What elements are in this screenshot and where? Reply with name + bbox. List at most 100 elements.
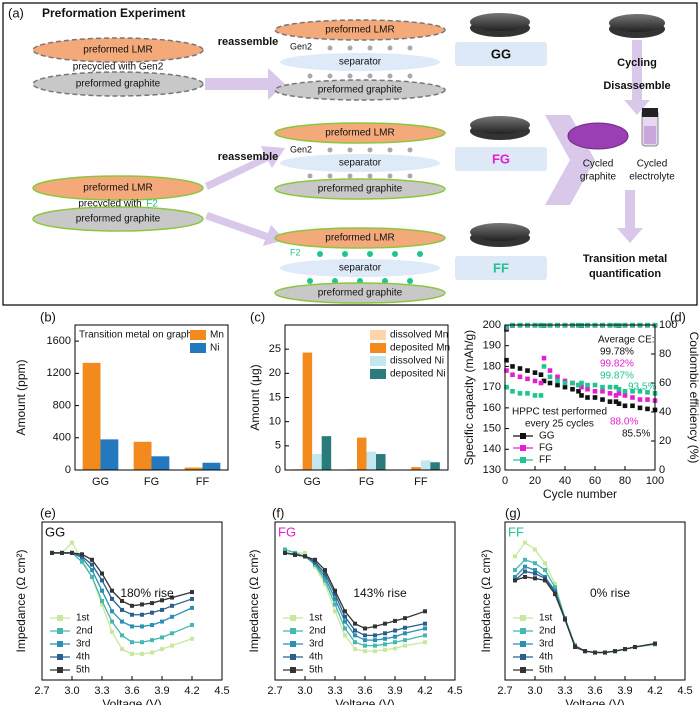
lmr-electrode [32, 37, 204, 63]
x-tick-label: 0 [502, 475, 508, 487]
data-point [90, 562, 94, 567]
x-tick-label: 4.2 [417, 685, 432, 697]
bar [376, 454, 386, 470]
data-point [517, 391, 523, 396]
data-point [423, 633, 427, 638]
panel-frame [2, 2, 698, 306]
legend-marker [520, 667, 526, 673]
legend-label: 3rd [309, 639, 323, 650]
y-tick-label: 1200 [47, 367, 71, 379]
x-axis-label: Voltage (V) [335, 697, 394, 705]
data-point [517, 366, 523, 371]
data-point [140, 612, 144, 617]
data-point [100, 578, 104, 583]
data-point [110, 609, 114, 614]
data-point [170, 631, 174, 636]
data-point [293, 552, 297, 557]
y-tick-label: 200 [483, 319, 501, 331]
legend-label: 4th [76, 652, 90, 663]
label: preformed graphite [318, 184, 403, 195]
data-point [423, 609, 427, 614]
annotation: 93.5% [628, 382, 656, 393]
data-point [547, 368, 553, 373]
data-point [543, 576, 547, 581]
data-point [423, 626, 427, 631]
data-point [323, 581, 327, 586]
legend-marker [520, 615, 526, 621]
data-point [504, 324, 509, 330]
data-point [563, 617, 567, 622]
legend-label: 2nd [309, 626, 326, 637]
panel-label: (f) [272, 505, 284, 520]
annotation: 99.82% [600, 359, 634, 370]
cell-label: FG [492, 151, 510, 166]
plot-frame [74, 324, 229, 471]
data-point [80, 559, 84, 564]
label: reassemble [218, 151, 279, 163]
legend-swatch [190, 343, 206, 353]
label: preformed LMR [83, 183, 152, 194]
bar [184, 467, 203, 470]
data-point [525, 391, 530, 396]
annotation: 85.5% [622, 429, 650, 440]
x-tick-label: 100 [646, 475, 664, 487]
x-tick-label: 3.9 [154, 685, 169, 697]
coin-cell [470, 223, 530, 241]
data-point [333, 609, 337, 614]
plot-frame [274, 521, 456, 681]
bar [420, 460, 431, 470]
data-point [170, 614, 174, 619]
bar [366, 451, 377, 470]
y-tick-label: 150 [483, 422, 501, 434]
data-point [353, 633, 357, 638]
label: Transition metal [583, 253, 667, 265]
legend-label: 1st [539, 613, 553, 624]
y-tick-label: 160 [483, 402, 501, 414]
vial-cap [642, 108, 658, 117]
data-point [532, 370, 538, 375]
legend-swatch [370, 356, 386, 366]
data-point [373, 633, 377, 638]
x-tick-label: 60 [589, 475, 601, 487]
data-point [303, 550, 307, 555]
data-point [323, 571, 327, 576]
panel-label: (e) [40, 505, 56, 520]
data-point [403, 638, 407, 643]
legend-swatch [190, 330, 206, 340]
label: F2 [146, 199, 158, 210]
data-point [533, 561, 537, 566]
panel-a: (a) Preformation Experiment preformed LM… [2, 2, 698, 306]
data-point [538, 372, 544, 378]
legend-label: 4th [309, 652, 323, 663]
y-tick-label: 400 [53, 432, 71, 444]
x-tick-label: 3.6 [587, 685, 602, 697]
legend-label: 5th [309, 665, 323, 676]
data-point [592, 395, 598, 400]
x-tick-label: 4.2 [184, 685, 199, 697]
data-point [120, 607, 124, 612]
label: preformed LMR [325, 233, 394, 244]
data-point [600, 384, 605, 390]
data-point [616, 386, 622, 392]
x-tick-label: 3.0 [527, 685, 542, 697]
y-tick-label: 800 [53, 399, 71, 411]
label: preformed graphite [76, 214, 161, 225]
data-point [533, 547, 537, 552]
data-point [532, 378, 538, 384]
label: separator [339, 158, 382, 169]
legend-marker [520, 433, 526, 439]
label: electrolyte [629, 172, 675, 183]
y2-tick-label: 100 [659, 319, 677, 331]
data-point [504, 368, 509, 373]
x-tick-label: 40 [559, 475, 571, 487]
data-point [538, 393, 544, 398]
coin-cell [470, 116, 530, 134]
x-tick-label: FF [414, 476, 428, 488]
data-point [160, 619, 164, 624]
y2-tick-label: 60 [659, 377, 671, 389]
data-point [562, 380, 568, 386]
arrow [205, 212, 285, 246]
data-point [130, 624, 134, 629]
y-axis-label: Amount (ppm) [14, 359, 28, 435]
